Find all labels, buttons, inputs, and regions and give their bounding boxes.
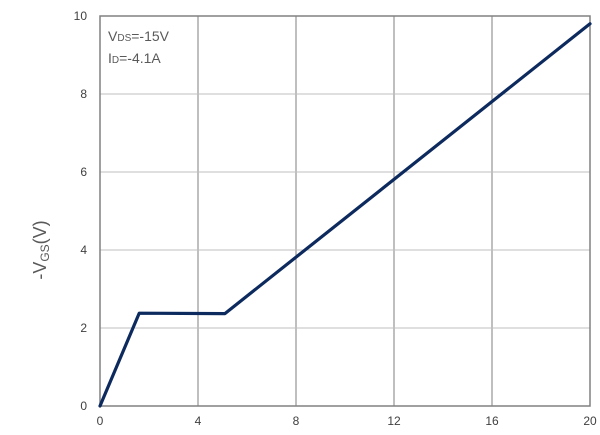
x-tick-label: 20 xyxy=(583,414,597,428)
annotation-id-prefix: I xyxy=(108,50,112,66)
x-tick-label: 8 xyxy=(293,414,300,428)
series-line xyxy=(98,22,592,408)
series-layer xyxy=(98,22,592,408)
y-axis-label-suffix: (V) xyxy=(30,220,50,244)
annotation-vds-sub: DS xyxy=(117,33,131,44)
annotation-id-sub: D xyxy=(112,55,119,66)
x-tick-labels: 0 4 8 12 16 20 xyxy=(97,414,597,428)
y-tick-label: 6 xyxy=(80,165,87,179)
annotation-id: ID=-4.1A xyxy=(108,50,161,66)
annotation-vds-prefix: V xyxy=(108,28,118,44)
y-tick-label: 8 xyxy=(80,87,87,101)
plot-frame xyxy=(99,15,591,407)
y-tick-label: 10 xyxy=(74,9,88,23)
y-axis-label-sub: GS xyxy=(38,244,52,261)
annotation-vds: VDS=-15V xyxy=(108,28,170,44)
x-tick-label: 0 xyxy=(97,414,104,428)
y-tick-label: 4 xyxy=(80,243,87,257)
y-tick-label: 0 xyxy=(80,399,87,413)
x-tick-label: 12 xyxy=(387,414,401,428)
annotation-vds-suffix: =-15V xyxy=(131,28,169,44)
y-axis-label: -VGS(V) xyxy=(30,220,52,279)
x-tick-label: 16 xyxy=(485,414,499,428)
x-tick-label: 4 xyxy=(195,414,202,428)
annotation-id-suffix: =-4.1A xyxy=(119,50,161,66)
y-axis-label-prefix: -V xyxy=(30,262,50,280)
y-tick-labels: 0 2 4 6 8 10 xyxy=(74,9,88,413)
y-tick-label: 2 xyxy=(80,321,87,335)
grid-lines xyxy=(100,16,590,406)
